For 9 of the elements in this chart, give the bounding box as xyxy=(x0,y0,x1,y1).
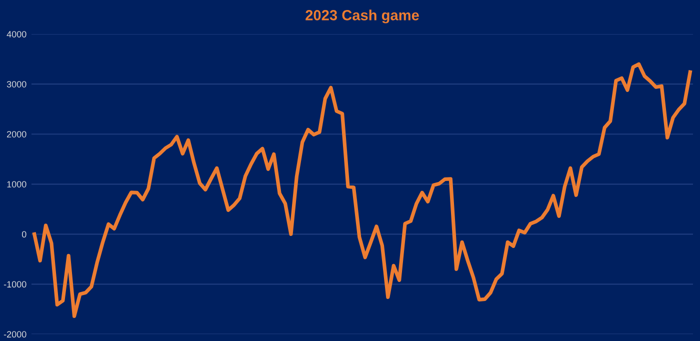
y-tick-label: 4000 xyxy=(6,31,26,38)
chart-title: 2023 Cash game xyxy=(306,10,419,24)
y-tick-label: -1000 xyxy=(4,281,26,288)
y-tick-label: 0 xyxy=(22,231,26,238)
line-series xyxy=(32,62,692,318)
y-tick-label: 2000 xyxy=(7,131,26,138)
y-tick-label: 3000 xyxy=(6,81,26,88)
y-tick-label: -2000 xyxy=(4,331,26,338)
y-tick-label: 1000 xyxy=(7,181,26,188)
